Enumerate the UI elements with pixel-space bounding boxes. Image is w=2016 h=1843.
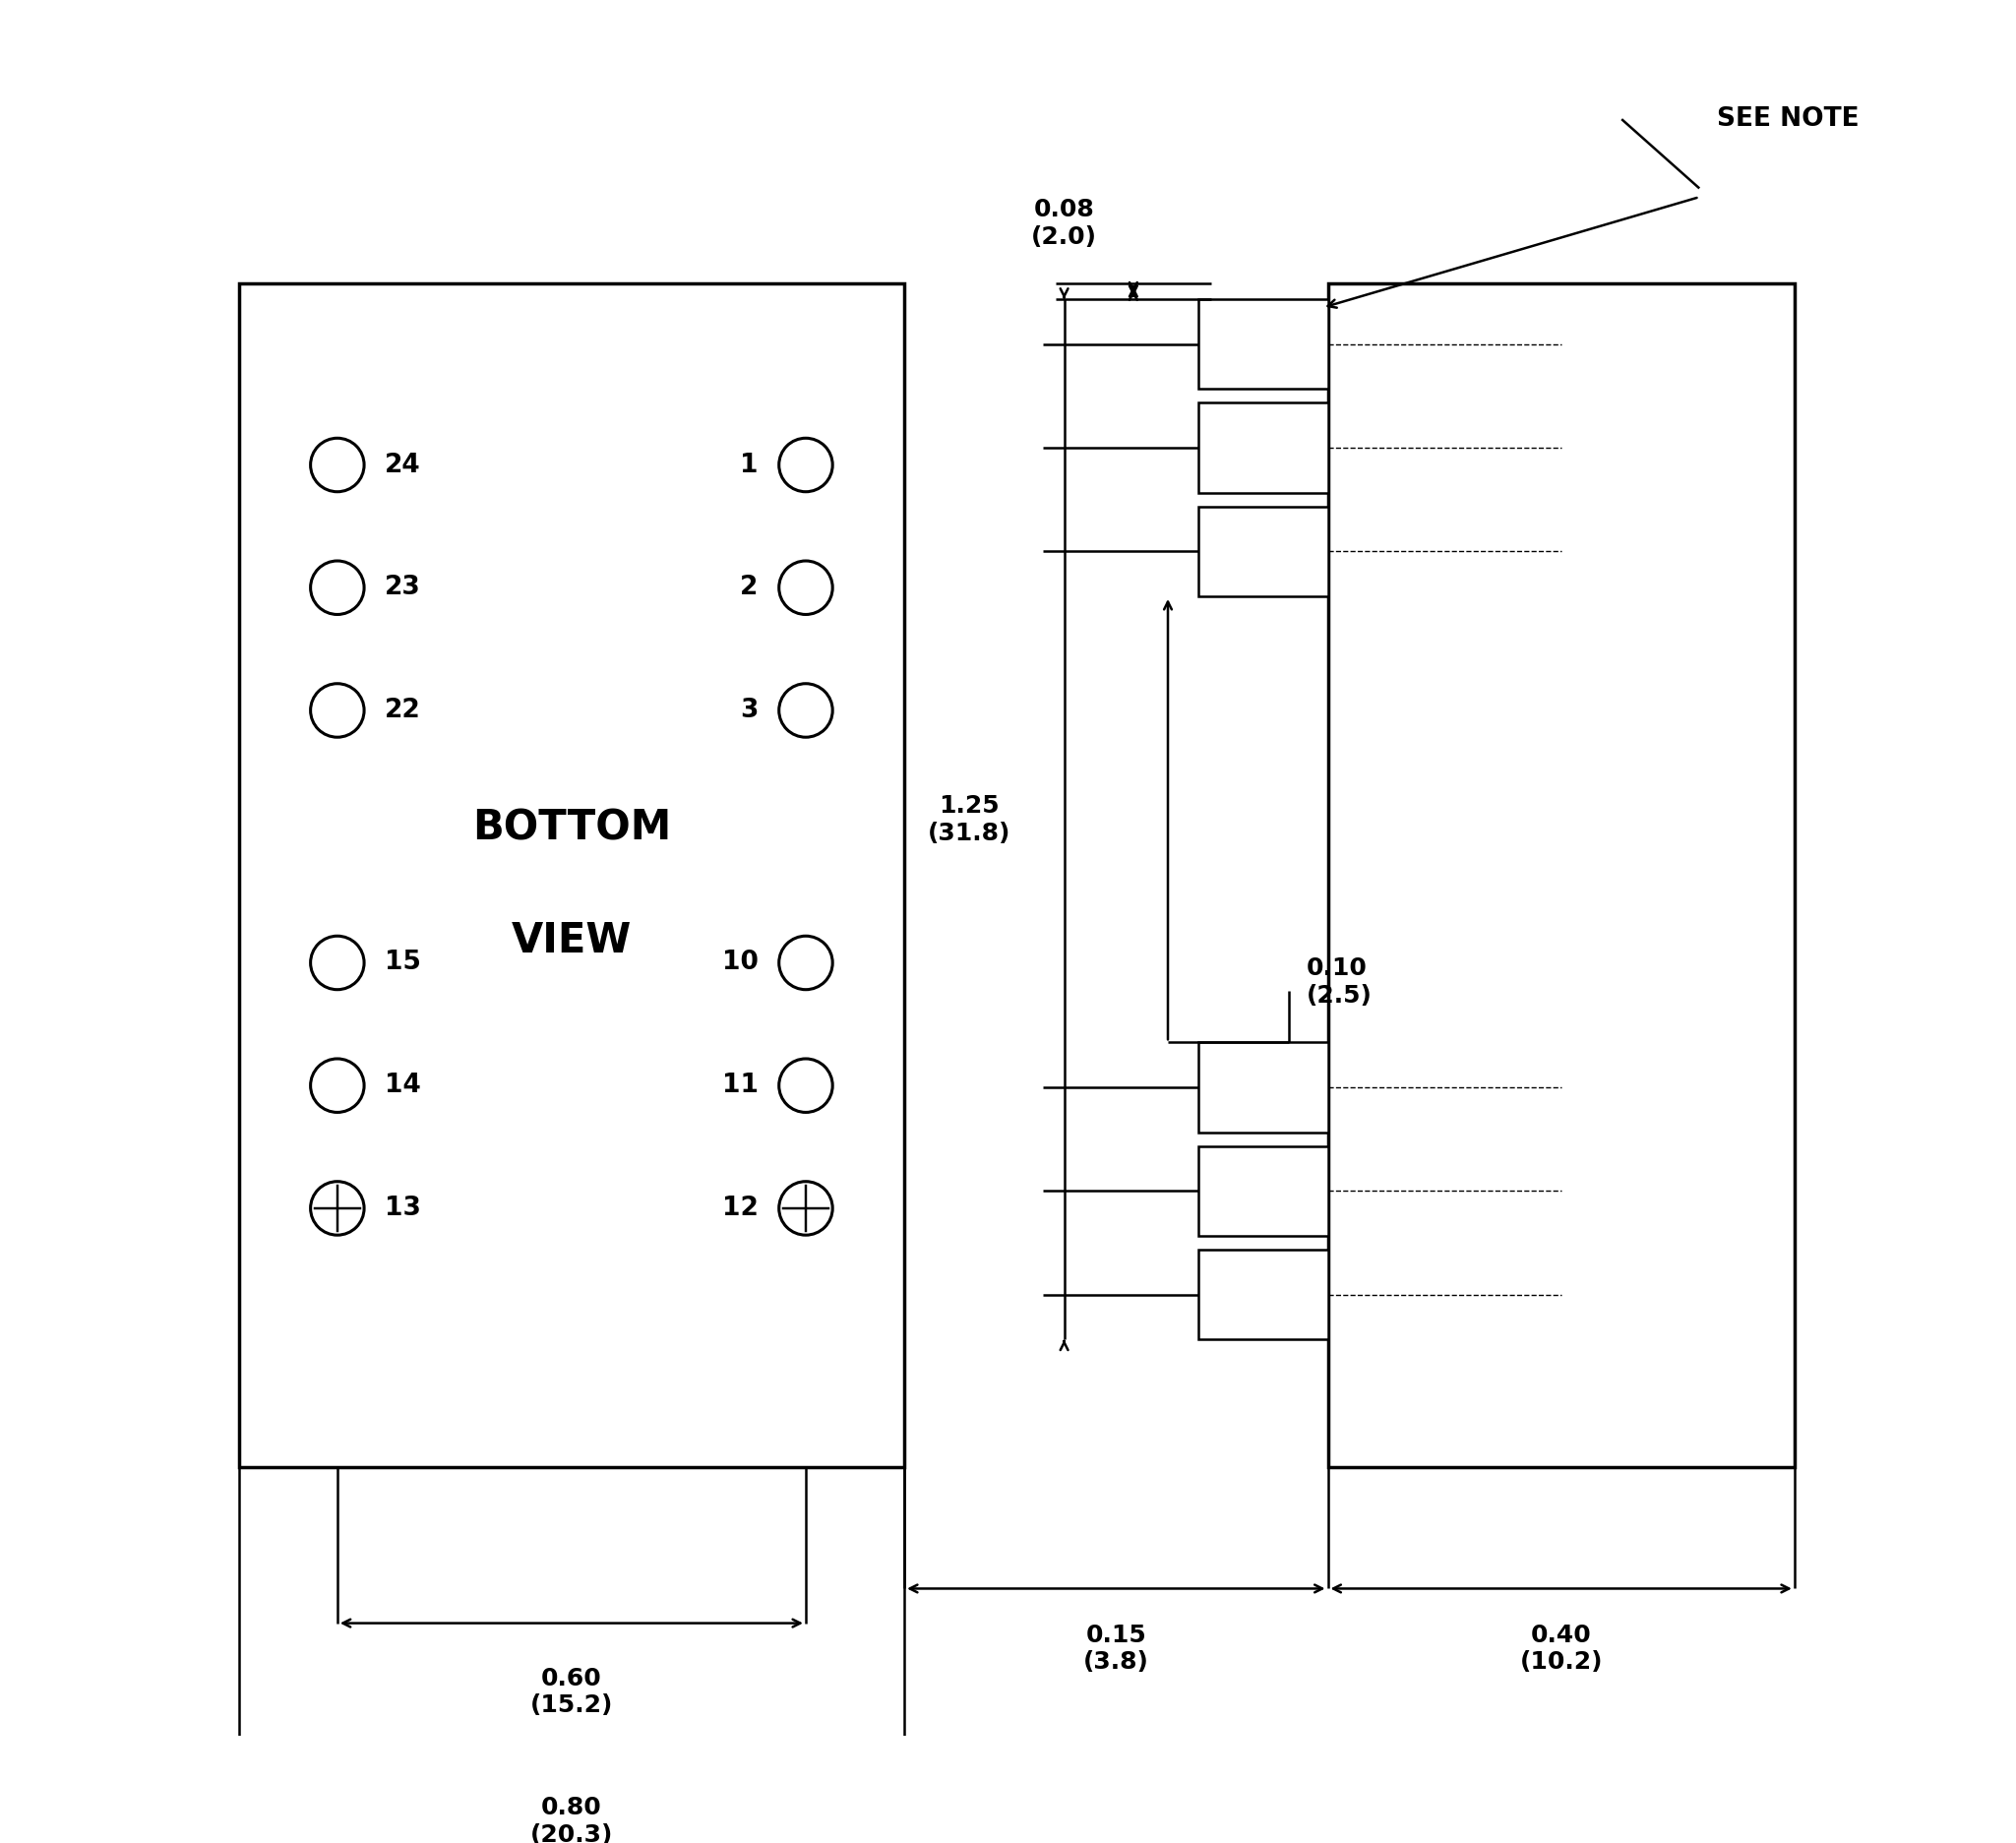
Bar [1198,1043,1329,1132]
Text: VIEW: VIEW [512,920,631,960]
Text: 3: 3 [740,698,758,722]
Circle shape [778,560,833,614]
Text: 2: 2 [740,575,758,601]
Text: 0.60
(15.2): 0.60 (15.2) [530,1666,613,1718]
Bar [1198,507,1329,597]
Text: 0.80
(20.3): 0.80 (20.3) [530,1797,613,1843]
Bar [1329,284,1794,1467]
Bar [1198,404,1329,492]
Circle shape [310,560,365,614]
Circle shape [310,1058,365,1113]
Text: BOTTOM: BOTTOM [472,807,671,848]
Text: 24: 24 [385,452,421,477]
Text: 11: 11 [722,1073,758,1098]
Bar [238,284,905,1467]
Circle shape [778,684,833,737]
Circle shape [778,1181,833,1235]
Bar [1198,1250,1329,1340]
Text: 14: 14 [385,1073,421,1098]
Text: 0.40
(10.2): 0.40 (10.2) [1520,1624,1603,1673]
Circle shape [778,936,833,990]
Text: 23: 23 [385,575,421,601]
Circle shape [310,439,365,492]
Text: 10: 10 [722,949,758,975]
Text: 0.10
(2.5): 0.10 (2.5) [1306,957,1373,1008]
Bar [1198,299,1329,389]
Text: SEE NOTE: SEE NOTE [1718,107,1859,133]
Text: 1: 1 [740,452,758,477]
Circle shape [778,1058,833,1113]
Text: 1.25
(31.8): 1.25 (31.8) [927,794,1010,844]
Text: 0.08
(2.0): 0.08 (2.0) [1032,197,1097,249]
Circle shape [310,1181,365,1235]
Circle shape [310,936,365,990]
Text: 22: 22 [385,698,421,722]
Text: 12: 12 [722,1196,758,1222]
Bar [1198,1146,1329,1237]
Circle shape [778,439,833,492]
Circle shape [310,684,365,737]
Text: 15: 15 [385,949,421,975]
Text: 0.15
(3.8): 0.15 (3.8) [1083,1624,1149,1673]
Text: 13: 13 [385,1196,421,1222]
